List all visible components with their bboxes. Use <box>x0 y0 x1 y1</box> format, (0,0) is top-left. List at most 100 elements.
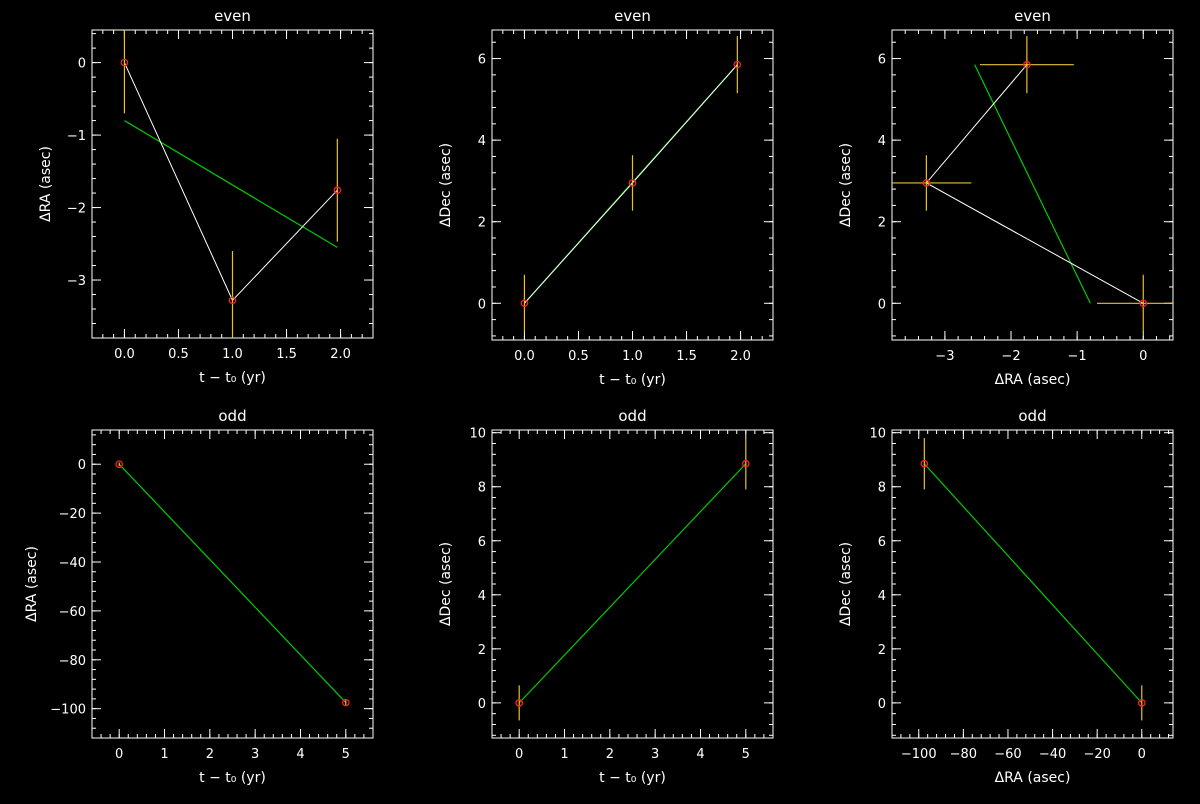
plot-area <box>120 30 342 338</box>
data-point <box>1137 699 1146 707</box>
y-tick-label: 0 <box>878 697 886 712</box>
x-tick-label: −20 <box>1083 747 1110 762</box>
x-tick-label: 0.5 <box>168 347 189 362</box>
y-tick-label: −20 <box>59 507 86 522</box>
x-tick-label: 0.0 <box>114 347 135 362</box>
x-tick-label: 0.5 <box>568 349 589 364</box>
y-tick-label: 0 <box>478 297 486 312</box>
y-tick-label: 2 <box>878 216 886 231</box>
fit-line <box>518 463 747 704</box>
x-tick-label: 0.0 <box>514 349 535 364</box>
chart-title: even <box>1014 7 1051 25</box>
x-tick-label: 1 <box>560 747 568 762</box>
y-tick-label: 2 <box>878 643 886 658</box>
y-tick-label: 0 <box>478 697 486 712</box>
fit-line <box>974 64 1091 304</box>
chart-title: odd <box>1018 407 1046 425</box>
y-axis-label: ΔDec (asec) <box>438 143 454 227</box>
y-tick-label: 0 <box>878 297 886 312</box>
x-tick-label: 0 <box>1139 349 1147 364</box>
plot-area <box>520 36 742 332</box>
data-point <box>120 58 129 67</box>
y-tick-label: 2 <box>478 643 486 658</box>
y-tick-label: 2 <box>478 216 486 231</box>
data-point <box>628 179 637 187</box>
x-tick-label: 1.5 <box>276 347 297 362</box>
y-axis-label: ΔDec (asec) <box>838 542 854 626</box>
chart-panel-6: −100 −80 −60 −40 −20 0 0 2 4 6 8 10 odd ΔRA (asec) ΔDe… <box>838 407 1174 786</box>
chart-panel-4: 0 1 2 3 4 5 −100 −80 −60 −40 −20 0 odd t − t₀ (yr) ΔRA… <box>24 407 374 786</box>
axes-frame <box>891 29 1174 341</box>
x-tick-label: −40 <box>1039 747 1066 762</box>
x-axis-label: t − t₀ (yr) <box>599 770 666 786</box>
y-axis-label: ΔRA (asec) <box>24 546 40 622</box>
y-tick-label: 4 <box>878 589 886 604</box>
x-tick-label: 3 <box>651 747 659 762</box>
minor-ticks <box>891 430 1173 738</box>
data-point <box>115 460 124 469</box>
chart-panel-3: −3 −2 −1 0 0 2 4 6 even ΔRA (asec) ΔDec (asec) <box>838 7 1174 388</box>
x-tick-label: −60 <box>994 747 1021 762</box>
y-tick-label: −40 <box>59 556 86 571</box>
x-axis-label: ΔRA (asec) <box>995 372 1071 388</box>
x-tick-label: 2 <box>206 747 214 762</box>
chart-panel-1: 0.0 0.5 1.0 1.5 2.0 −3 −2 −1 0 even t − t₀ (yr) ΔRA… <box>38 7 374 386</box>
x-tick-label: −100 <box>901 747 937 762</box>
x-tick-label: 5 <box>342 747 350 762</box>
chart-title: odd <box>218 407 246 425</box>
x-tick-label: 0 <box>515 747 523 762</box>
x-tick-label: 4 <box>696 747 704 762</box>
data-point <box>228 296 237 305</box>
chart-title: odd <box>618 407 646 425</box>
y-axis-label: ΔRA (asec) <box>38 146 54 222</box>
y-tick-label: −80 <box>59 654 86 669</box>
y-tick-label: 10 <box>469 427 486 442</box>
axes-frame <box>91 429 374 739</box>
x-tick-label: 1.5 <box>676 349 697 364</box>
plot-area <box>892 36 1173 332</box>
y-tick-label: 6 <box>878 535 886 550</box>
y-tick-label: −60 <box>59 605 86 620</box>
y-axis-label: ΔDec (asec) <box>438 542 454 626</box>
y-tick-label: 6 <box>478 535 486 550</box>
data-point <box>520 299 529 308</box>
y-tick-label: −2 <box>67 202 86 217</box>
x-tick-label: 0 <box>1138 747 1146 762</box>
axes-frame <box>891 429 1174 739</box>
chart-panel-2: 0.0 0.5 1.0 1.5 2.0 0 2 4 6 even t − t₀ (yr) ΔDec (… <box>438 7 774 388</box>
y-tick-label: 4 <box>478 134 486 149</box>
x-tick-label: 2 <box>606 747 614 762</box>
data-point <box>1139 299 1148 308</box>
x-tick-label: 4 <box>296 747 304 762</box>
data-point <box>733 60 742 69</box>
connect-line <box>123 62 338 302</box>
x-tick-label: 1.0 <box>222 347 243 362</box>
x-tick-label: 0 <box>115 747 123 762</box>
y-tick-label: 8 <box>478 481 486 496</box>
chart-title: even <box>214 7 251 25</box>
y-tick-label: −1 <box>67 129 86 144</box>
x-axis-label: t − t₀ (yr) <box>199 370 266 386</box>
x-tick-label: −2 <box>1001 349 1020 364</box>
y-tick-label: 10 <box>869 427 886 442</box>
y-tick-label: 4 <box>878 134 886 149</box>
plot-area <box>920 438 1146 721</box>
y-tick-label: 4 <box>478 589 486 604</box>
data-point <box>341 698 350 707</box>
data-point <box>1023 60 1031 69</box>
x-tick-label: −3 <box>935 349 954 364</box>
chart-title: even <box>614 7 651 25</box>
y-tick-label: 0 <box>78 458 86 473</box>
x-tick-label: 5 <box>742 747 750 762</box>
y-tick-label: −3 <box>67 274 86 289</box>
x-tick-label: 1 <box>160 747 168 762</box>
x-axis-label: ΔRA (asec) <box>995 770 1071 786</box>
x-axis-label: t − t₀ (yr) <box>599 372 666 388</box>
x-tick-label: 1.0 <box>622 349 643 364</box>
data-point <box>515 699 524 707</box>
data-point <box>741 459 750 468</box>
y-tick-label: 6 <box>878 53 886 68</box>
chart-panel-5: 0 1 2 3 4 5 0 2 4 6 8 10 odd t − t₀ (yr) ΔDec (asec) <box>438 407 774 786</box>
fit-line <box>923 463 1143 704</box>
